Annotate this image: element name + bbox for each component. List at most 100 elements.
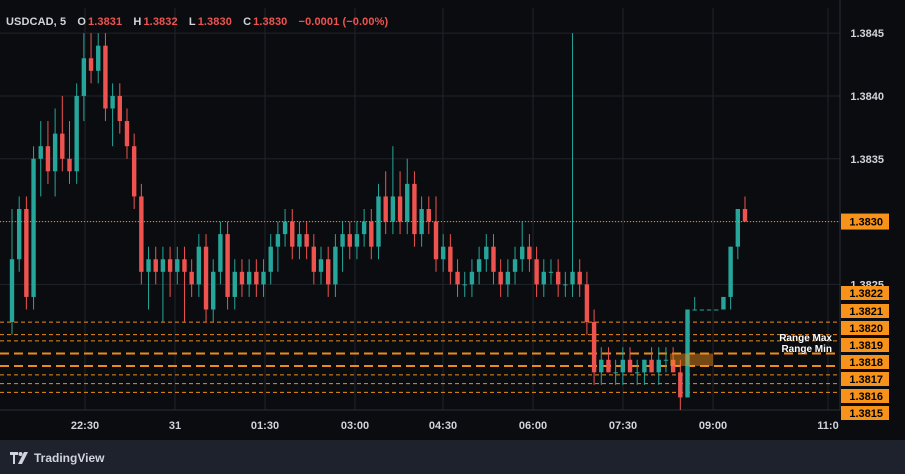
candle-body[interactable] <box>81 58 87 96</box>
candle-body[interactable] <box>290 221 295 247</box>
candle-body[interactable] <box>599 359 604 373</box>
candle-body[interactable] <box>649 359 654 373</box>
candle-body[interactable] <box>203 246 209 310</box>
candle-body[interactable] <box>24 209 29 297</box>
candle-body[interactable] <box>16 209 22 260</box>
candle-body[interactable] <box>67 158 72 172</box>
candle-body[interactable] <box>196 246 202 285</box>
candle-body[interactable] <box>96 45 101 71</box>
candle-body[interactable] <box>469 271 475 285</box>
candle-body[interactable] <box>103 45 108 109</box>
candle-body[interactable] <box>635 372 640 374</box>
candle-body[interactable] <box>175 259 180 272</box>
candle-body[interactable] <box>369 221 374 247</box>
candle-body[interactable] <box>476 259 482 272</box>
candle-body[interactable] <box>534 259 539 285</box>
candle-body[interactable] <box>742 209 748 222</box>
candle-body[interactable] <box>325 259 331 285</box>
candle-body[interactable] <box>606 359 611 373</box>
candle-body[interactable] <box>261 271 266 285</box>
candle-body[interactable] <box>735 209 741 247</box>
candle-body[interactable] <box>405 183 410 222</box>
candle-body[interactable] <box>462 284 467 286</box>
candle-body[interactable] <box>426 209 432 222</box>
candle-body[interactable] <box>570 271 575 285</box>
candle-body[interactable] <box>642 359 647 373</box>
candle-body[interactable] <box>484 246 489 260</box>
candle-body[interactable] <box>211 271 216 310</box>
candle-body[interactable] <box>318 259 324 272</box>
candle-body[interactable] <box>656 359 661 373</box>
candle-body[interactable] <box>440 246 446 260</box>
candle-body[interactable] <box>419 209 424 235</box>
candle-body[interactable] <box>491 246 496 272</box>
candle-body[interactable] <box>311 246 317 272</box>
candle-body[interactable] <box>706 309 712 311</box>
candle-body[interactable] <box>268 246 273 272</box>
candle-body[interactable] <box>275 234 281 247</box>
candle-body[interactable] <box>663 359 669 361</box>
candle-body[interactable] <box>117 95 122 122</box>
candle-body[interactable] <box>354 234 360 247</box>
candle-body[interactable] <box>448 246 453 272</box>
candle-body[interactable] <box>412 183 417 235</box>
candle-body[interactable] <box>254 271 259 285</box>
candle-body[interactable] <box>563 284 568 286</box>
candle-body[interactable] <box>60 133 65 159</box>
candle-body[interactable] <box>246 271 252 285</box>
candle-body[interactable] <box>88 58 94 71</box>
candle-body[interactable] <box>110 95 115 109</box>
candle-body[interactable] <box>678 372 683 398</box>
candle-body[interactable] <box>38 146 43 159</box>
candle-body[interactable] <box>699 309 705 311</box>
candle-body[interactable] <box>297 234 302 247</box>
candle-body[interactable] <box>498 271 503 285</box>
candle-body[interactable] <box>383 196 388 222</box>
chart-panel[interactable]: 1.38451.38401.38351.38301.38251.38221.38… <box>0 0 905 440</box>
candle-body[interactable] <box>189 271 194 285</box>
candle-body[interactable] <box>670 359 676 373</box>
candle-body[interactable] <box>721 296 726 310</box>
candle-body[interactable] <box>620 359 626 373</box>
candle-body[interactable] <box>139 196 144 272</box>
tradingview-logo[interactable]: TradingView <box>10 450 104 466</box>
candle-body[interactable] <box>527 246 532 260</box>
candle-body[interactable] <box>433 221 439 260</box>
candle-body[interactable] <box>45 146 51 172</box>
candle-body[interactable] <box>282 221 288 235</box>
candle-body[interactable] <box>182 259 187 272</box>
candle-body[interactable] <box>577 271 582 285</box>
candle-body[interactable] <box>225 234 230 297</box>
candle-body[interactable] <box>584 284 590 323</box>
candle-body[interactable] <box>541 271 546 285</box>
candle-body[interactable] <box>520 246 525 260</box>
candle-body[interactable] <box>347 234 352 247</box>
candle-body[interactable] <box>613 372 618 374</box>
candle-body[interactable] <box>304 234 309 247</box>
candle-body[interactable] <box>512 259 518 272</box>
candle-body[interactable] <box>714 309 719 311</box>
candle-body[interactable] <box>728 246 733 297</box>
candle-body[interactable] <box>146 259 151 272</box>
candle-body[interactable] <box>31 158 36 297</box>
candle-body[interactable] <box>74 95 79 172</box>
candle-body[interactable] <box>232 271 237 297</box>
candle-body[interactable] <box>218 234 223 272</box>
candle-body[interactable] <box>455 271 460 285</box>
candle-body[interactable] <box>390 196 396 222</box>
candle-body[interactable] <box>548 271 554 273</box>
symbol-label[interactable]: USDCAD, 5 <box>6 16 67 28</box>
candle-body[interactable] <box>361 221 367 235</box>
candle-body[interactable] <box>239 271 245 285</box>
candle-body[interactable] <box>52 133 58 172</box>
candle-body[interactable] <box>685 309 690 398</box>
candle-body[interactable] <box>167 259 173 272</box>
candle-body[interactable] <box>591 322 597 373</box>
candle-body[interactable] <box>340 234 345 247</box>
candle-body[interactable] <box>505 271 511 285</box>
candle-body[interactable] <box>627 359 633 373</box>
candle-body[interactable] <box>131 146 137 197</box>
candle-body[interactable] <box>124 121 130 147</box>
candle-body[interactable] <box>397 196 403 222</box>
candle-body[interactable] <box>153 259 158 272</box>
